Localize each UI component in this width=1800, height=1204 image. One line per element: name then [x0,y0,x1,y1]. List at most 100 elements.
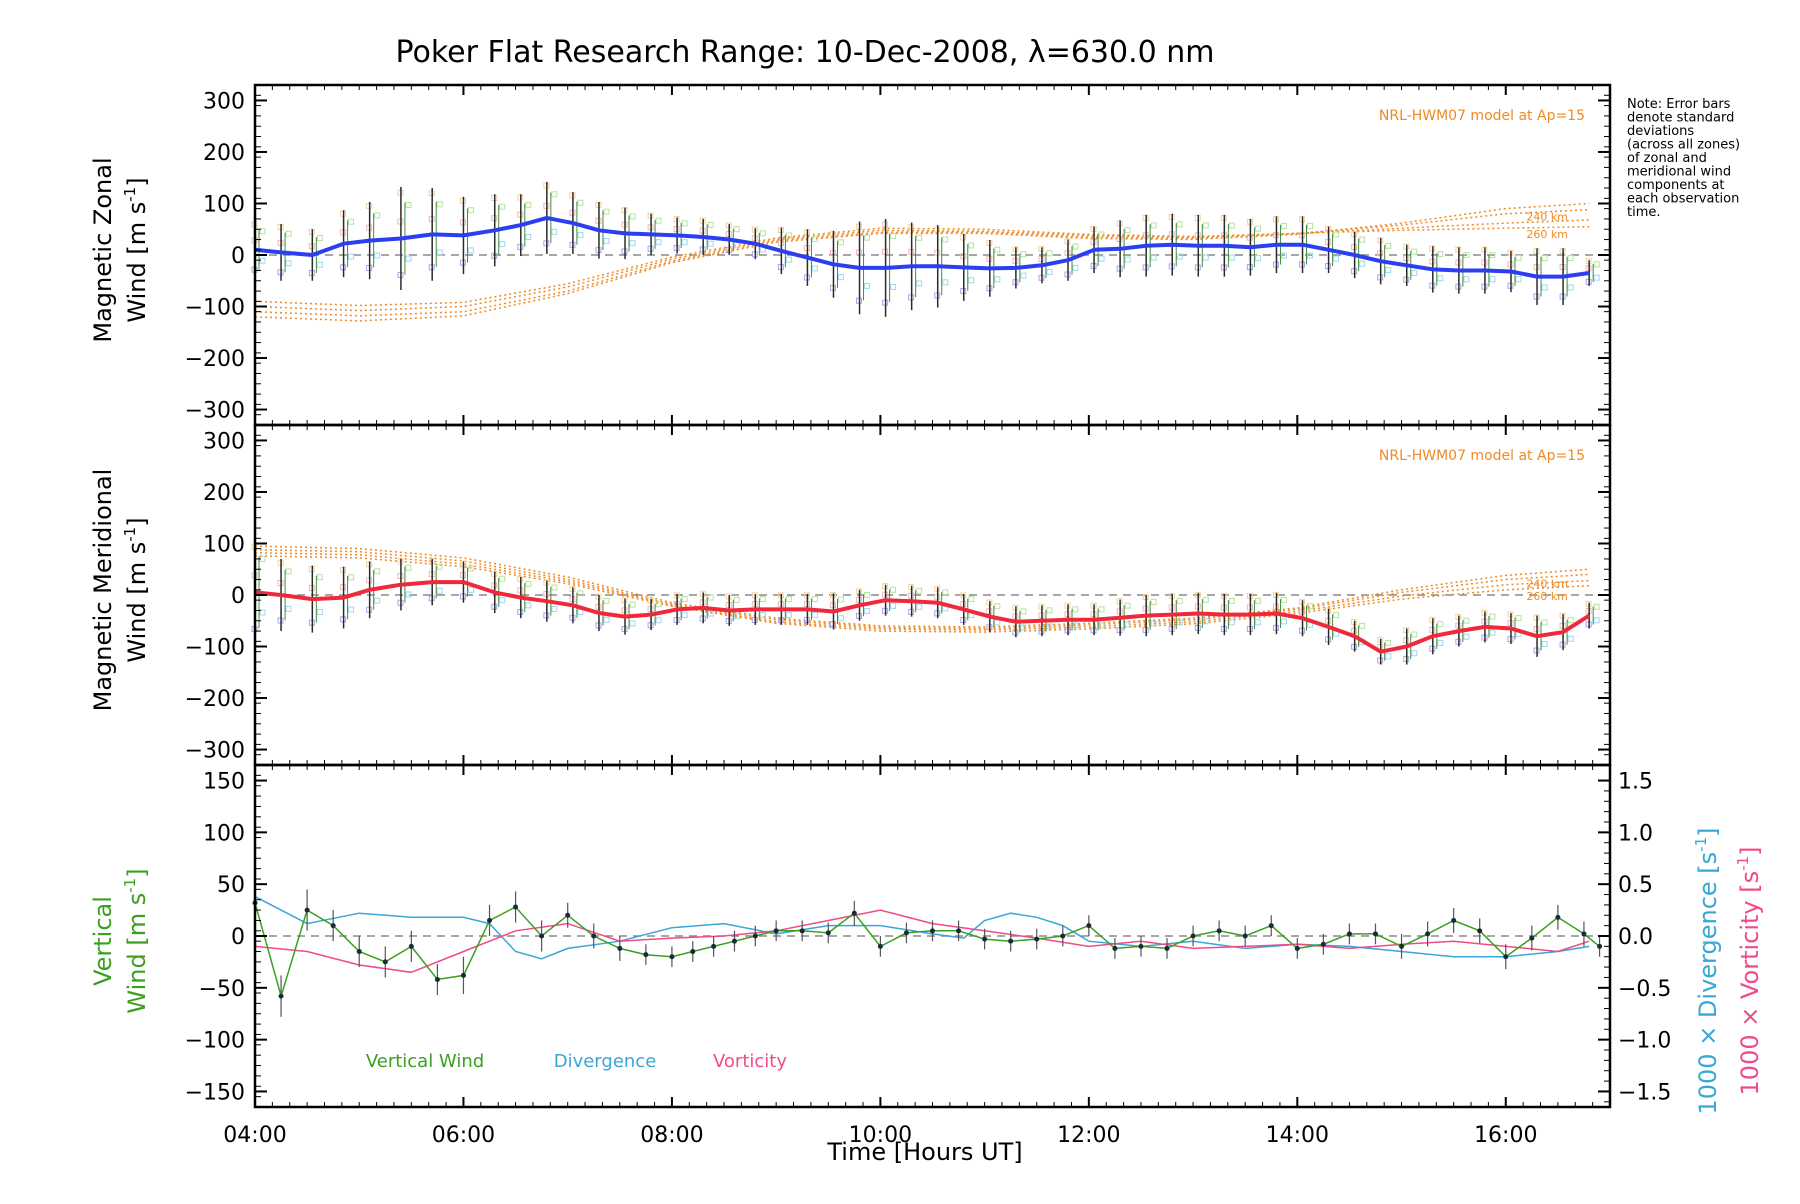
zone-sample-mark [1385,653,1392,660]
zone-sample-mark [1515,254,1522,261]
zone-sample-mark [577,609,584,616]
vertical-wind-point [643,952,649,958]
vertical-wind-point [690,949,696,955]
zone-sample-mark [864,607,871,614]
zone-sample-mark [942,236,949,243]
zone-sample-mark [1176,221,1183,228]
zone-sample-mark [499,241,506,248]
y-axis-label-line2: Wind [m s-1] [121,868,151,1013]
vertical-wind-point [617,945,623,951]
zone-sample-mark [707,221,714,228]
zone-sample-mark [733,613,740,620]
zone-sample-mark [577,590,584,597]
zone-sample-mark [1098,231,1105,238]
zone-sample-mark [551,191,558,198]
zone-sample-mark [499,575,506,582]
vertical-wind-point [1164,945,1170,951]
zone-sample-mark [1228,619,1235,626]
note-line: each observation [1627,192,1739,207]
vertical-wind-point [1529,935,1535,941]
y-axis-label-line2: Wind [m s-1] [121,177,151,322]
zone-sample-mark [681,239,688,246]
zone-sample-mark [1046,607,1053,614]
zone-sample-mark [864,234,871,241]
zone-sample-mark [1307,223,1314,230]
model-curve [254,545,1590,628]
vertical-wind-point [1294,945,1300,951]
y-label-sup: -1 [121,187,139,202]
y-axis-label-line1: Vertical [89,896,117,986]
y-tick-label: 300 [203,89,245,114]
zone-sample-mark [1020,624,1027,631]
zone-sample-mark [837,239,844,246]
zone-sample-mark [1072,264,1079,271]
note-line: components at [1627,178,1725,193]
y2-tick-label: 1.0 [1618,821,1653,846]
zone-sample-mark [348,574,355,581]
zone-sample-mark [655,601,662,608]
zone-sample-mark [316,574,323,581]
vertical-wind-point [1008,938,1014,944]
zone-sample-mark [1385,242,1392,249]
zone-sample-mark [1020,272,1027,279]
zone-sample-mark [1098,255,1105,262]
y-tick-label: 100 [203,821,245,846]
zone-sample-mark [1411,270,1418,277]
zone-sample-mark [1463,252,1470,259]
x-tick-label: 12:00 [1057,1123,1120,1148]
model-curve [254,202,1590,322]
zone-sample-mark [525,201,532,208]
zone-sample-mark [1020,608,1027,615]
zone-sample-mark [1098,606,1105,613]
zone-sample-mark [577,199,584,206]
y-tick-label: 300 [203,429,245,454]
zone-sample-mark [994,276,1001,283]
model-curve [254,225,1590,307]
zone-sample-mark [1437,639,1444,646]
chart-title: Poker Flat Research Range: 10-Dec-2008, … [396,35,1215,70]
zone-sample-mark [374,597,381,604]
zone-sample-mark [1280,252,1287,259]
vertical-wind-point [1112,945,1118,951]
y-label-close: ] [123,517,151,526]
zone-sample-mark [811,265,818,272]
y-tick-label: 100 [203,192,245,217]
zone-sample-mark [837,274,844,281]
zone-sample-mark [994,246,1001,253]
vertical-wind-point [903,930,909,936]
zone-sample-mark [759,596,766,603]
vertical-wind-point [1555,914,1561,920]
vertical-wind-point [434,977,440,983]
zone-sample-mark [1567,284,1574,291]
model-alt-label: 260 km [1526,228,1568,241]
zone-sample-mark [733,597,740,604]
zone-sample-mark [890,602,897,609]
zone-sample-mark [1489,252,1496,259]
y2-tick-label: −1.0 [1618,1029,1671,1054]
y-tick-label: −100 [185,296,245,321]
zone-sample-mark [707,610,714,617]
zone-sample-mark [603,616,610,623]
zone-sample-mark [405,591,412,598]
note-line: of zonal and [1627,151,1707,166]
zone-sample-mark [916,587,923,594]
y-tick-label: −300 [185,399,245,424]
vertical-wind-point [513,904,519,910]
y2-tick-label: −1.5 [1618,1080,1671,1105]
vertical-wind-point [1372,931,1378,937]
zone-sample-mark [525,233,532,240]
zone-sample-mark [1072,622,1079,629]
y2-label-vorticity-text: 1000 × Vorticity [s-1] [1734,847,1764,1096]
zone-sample-mark [1254,225,1261,232]
zone-sample-mark [1020,251,1027,258]
zone-sample-mark [1385,639,1392,646]
vertical-wind-point [1086,923,1092,929]
zone-sample-mark [811,596,818,603]
zone-sample-mark [1228,254,1235,261]
y-tick-label: −50 [199,977,245,1002]
y-tick-label: −100 [185,1029,245,1054]
zone-sample-mark [785,256,792,263]
zone-sample-mark [655,617,662,624]
zone-sample-mark [1046,269,1053,276]
